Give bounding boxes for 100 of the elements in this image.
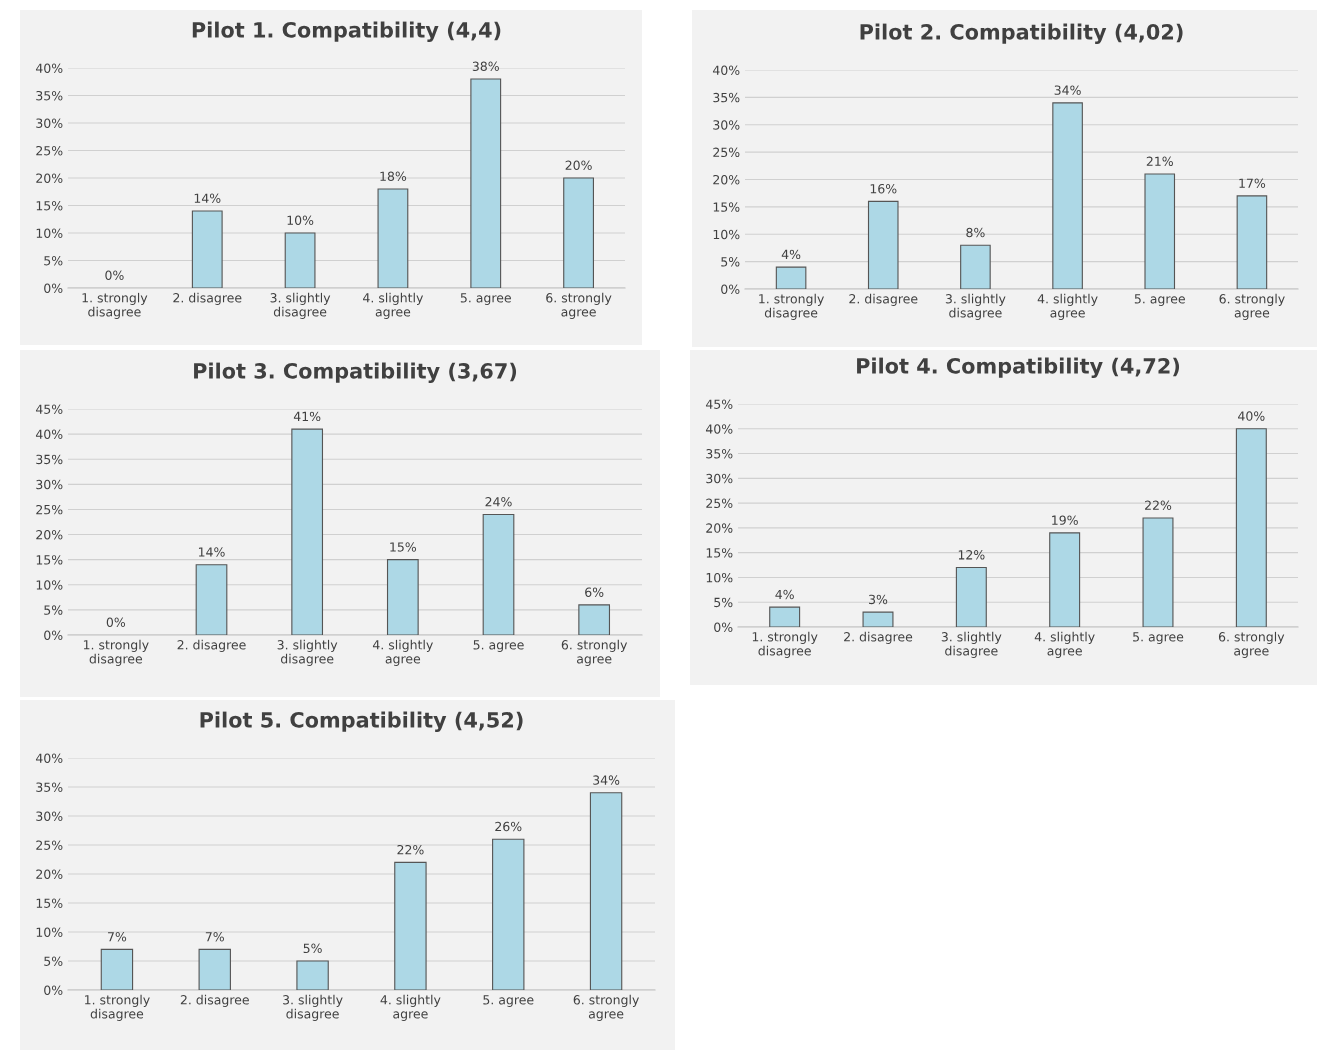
y-tick-label: 40% xyxy=(35,63,63,73)
y-tick-label: 35% xyxy=(706,449,733,459)
data-label: 7% xyxy=(205,931,224,942)
y-tick-label: 45% xyxy=(35,404,63,414)
y-tick-label: 15% xyxy=(36,555,63,565)
bar xyxy=(769,606,801,627)
x-tick-label: 2. disagree xyxy=(849,293,918,306)
data-label: 7% xyxy=(108,931,127,942)
bar xyxy=(1049,532,1081,627)
x-tick-label: 5. agree xyxy=(473,640,524,652)
x-tick-label: 1. strongly disagree xyxy=(752,631,818,658)
bar xyxy=(386,559,419,635)
y-tick-label: 15% xyxy=(36,898,63,908)
bar xyxy=(955,566,987,627)
bar xyxy=(284,232,316,288)
x-tick-label: 3. slightly disagree xyxy=(270,292,331,319)
x-tick-label: 2. disagree xyxy=(180,994,249,1007)
y-tick-label: 40% xyxy=(35,753,63,763)
x-tick-label: 1. strongly disagree xyxy=(85,994,150,1021)
chart-title: Pilot 1. Compatibility (4,4) xyxy=(192,21,501,42)
data-label: 21% xyxy=(1146,156,1173,167)
y-tick-label: 20% xyxy=(713,174,740,185)
y-tick-label: 20% xyxy=(36,869,63,879)
data-label: 20% xyxy=(565,160,592,171)
data-label: 38% xyxy=(472,61,499,72)
y-tick-label: 10% xyxy=(36,927,63,937)
data-label: 14% xyxy=(194,193,221,204)
data-label: 15% xyxy=(390,542,417,552)
y-tick-label: 35% xyxy=(36,90,63,101)
bar xyxy=(960,244,991,289)
bar xyxy=(296,960,329,990)
bar xyxy=(195,564,228,635)
y-tick-label: 20% xyxy=(36,530,63,540)
bar xyxy=(1144,173,1176,289)
x-tick-label: 6. strongly agree xyxy=(546,292,612,319)
y-tick-label: 5% xyxy=(44,605,63,615)
x-tick-label: 3. slightly disagree xyxy=(941,631,1002,658)
data-label: 17% xyxy=(1239,178,1266,188)
bar xyxy=(1052,102,1083,289)
y-tick-label: 25% xyxy=(36,504,63,515)
data-label: 40% xyxy=(1238,411,1265,421)
bar xyxy=(470,78,502,288)
x-tick-label: 6. strongly agree xyxy=(561,639,628,666)
bar xyxy=(191,210,223,288)
x-tick-label: 2. disagree xyxy=(844,631,913,644)
y-tick-label: 20% xyxy=(36,173,63,183)
y-tick-label: 5% xyxy=(714,597,733,608)
x-tick-label: 6. strongly agree xyxy=(573,994,639,1021)
y-tick-label: 5% xyxy=(721,257,740,267)
y-tick-label: 0% xyxy=(44,630,63,640)
data-label: 26% xyxy=(495,821,522,832)
bar xyxy=(862,611,894,627)
x-tick-label: 4. slightly agree xyxy=(1034,631,1095,658)
y-tick-label: 10% xyxy=(36,228,63,238)
bar xyxy=(291,428,324,635)
bar xyxy=(100,948,134,990)
y-tick-label: 15% xyxy=(36,200,63,211)
chart-title: Pilot 4. Compatibility (4,72) xyxy=(857,357,1180,378)
bar xyxy=(1235,428,1267,627)
y-tick-label: 40% xyxy=(705,424,733,434)
x-tick-label: 1. strongly disagree xyxy=(759,293,824,320)
x-tick-label: 4. slightly agree xyxy=(380,994,441,1021)
x-tick-label: 4. slightly agree xyxy=(1037,293,1098,320)
bar xyxy=(492,838,525,990)
y-tick-label: 30% xyxy=(36,118,63,128)
chart-title: Pilot 3. Compatibility (3,67) xyxy=(194,362,517,383)
data-label: 5% xyxy=(303,943,322,954)
bar xyxy=(775,266,807,289)
y-tick-label: 10% xyxy=(713,229,740,240)
y-tick-label: 20% xyxy=(706,523,733,533)
x-tick-label: 3. slightly disagree xyxy=(277,639,338,666)
y-tick-label: 25% xyxy=(706,498,733,509)
data-label: 18% xyxy=(380,171,407,182)
x-tick-label: 5. agree xyxy=(483,995,534,1007)
chart-title: Pilot 2. Compatibility (4,02) xyxy=(860,23,1183,44)
y-tick-label: 0% xyxy=(714,622,733,632)
y-tick-label: 15% xyxy=(706,548,733,558)
y-tick-label: 0% xyxy=(44,985,63,995)
data-label: 22% xyxy=(397,844,424,855)
y-tick-label: 10% xyxy=(706,572,733,583)
bar xyxy=(1142,517,1174,627)
data-label: 4% xyxy=(775,589,794,600)
data-label: 41% xyxy=(293,411,321,422)
y-tick-label: 30% xyxy=(36,479,63,490)
bar xyxy=(394,861,427,990)
bar xyxy=(867,200,899,289)
data-label: 10% xyxy=(287,215,314,226)
x-tick-label: 2. disagree xyxy=(177,639,246,652)
x-tick-label: 3. slightly disagree xyxy=(283,994,343,1021)
data-label: 16% xyxy=(870,183,897,194)
y-tick-label: 45% xyxy=(705,399,733,409)
y-tick-label: 10% xyxy=(36,580,63,590)
data-label: 34% xyxy=(1054,85,1081,95)
y-tick-label: 40% xyxy=(712,65,740,75)
x-tick-label: 5. agree xyxy=(460,293,511,305)
data-label: 8% xyxy=(966,227,985,238)
bar xyxy=(589,792,623,990)
x-tick-label: 4. slightly agree xyxy=(363,292,424,319)
data-label: 14% xyxy=(198,547,225,557)
x-tick-label: 2. disagree xyxy=(173,292,242,305)
